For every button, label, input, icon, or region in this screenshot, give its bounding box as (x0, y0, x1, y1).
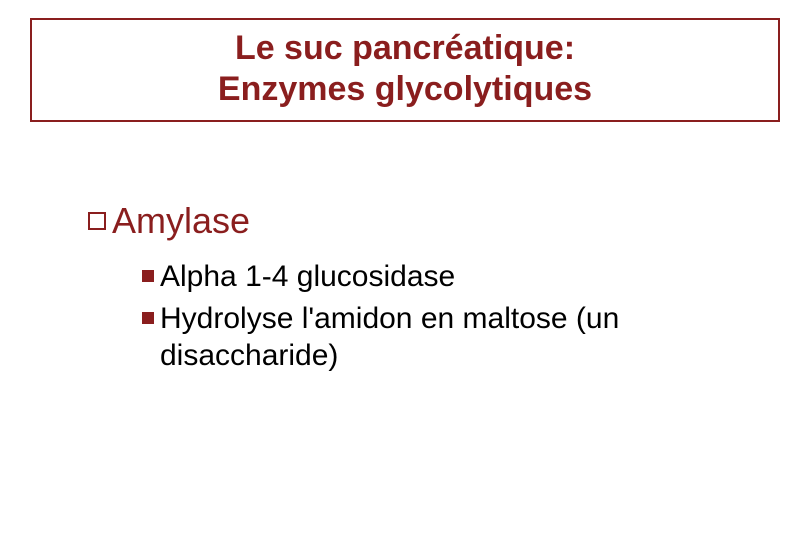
bullet-level2: Hydrolyse l'amidon en maltose (un disacc… (142, 300, 748, 375)
title-line-1: Le suc pancréatique: (32, 28, 778, 69)
slide: Le suc pancréatique: Enzymes glycolytiqu… (0, 0, 810, 540)
level1-text: Amylase (112, 200, 250, 242)
outline-square-icon (88, 212, 106, 230)
bullet-level1: Amylase (88, 200, 748, 242)
bullet-level2: Alpha 1-4 glucosidase (142, 258, 748, 296)
solid-square-icon (142, 270, 154, 282)
title-box: Le suc pancréatique: Enzymes glycolytiqu… (30, 18, 780, 122)
level2-text: Hydrolyse l'amidon en maltose (un disacc… (160, 300, 748, 375)
level2-wrap: Alpha 1-4 glucosidase Hydrolyse l'amidon… (142, 258, 748, 375)
content-block: Amylase Alpha 1-4 glucosidase Hydrolyse … (88, 200, 748, 379)
solid-square-icon (142, 312, 154, 324)
level2-text: Alpha 1-4 glucosidase (160, 258, 455, 296)
title-line-2: Enzymes glycolytiques (32, 69, 778, 110)
